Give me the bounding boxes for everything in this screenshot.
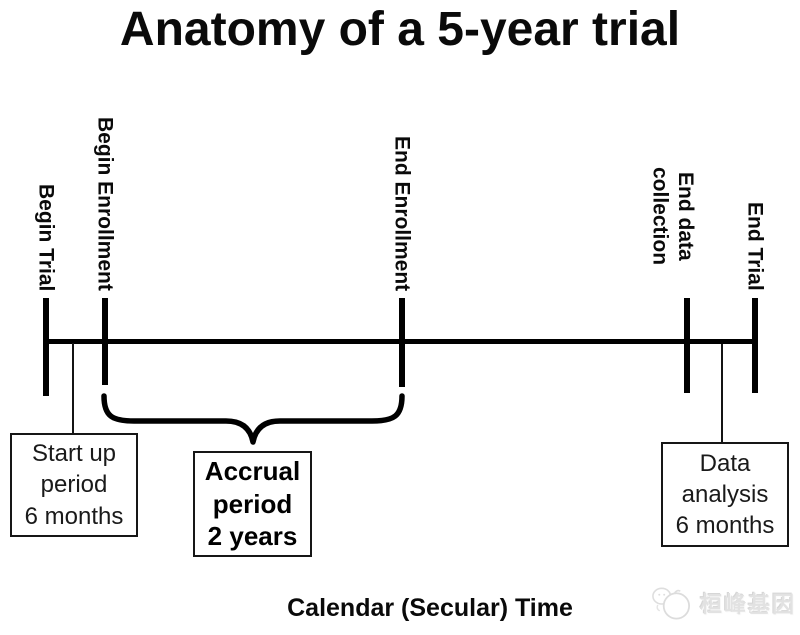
watermark: 桓峰基因 xyxy=(650,580,796,626)
startup-period-box: Start up period 6 months xyxy=(10,433,138,537)
data-analysis-box: Data analysis 6 months xyxy=(661,442,789,547)
milestone-label-end-enrollment: End Enrollment xyxy=(390,135,414,291)
milestone-label-end-trial: End Trial xyxy=(743,202,767,291)
data-analysis-line: analysis xyxy=(681,480,769,508)
watermark-text: 桓峰基因 xyxy=(699,592,796,617)
leader-line-startup xyxy=(72,343,74,433)
tick-begin-enrollment xyxy=(102,298,108,385)
accrual-period-box: Accrual period 2 years xyxy=(193,451,312,557)
data-analysis-line: Data xyxy=(699,449,751,477)
startup-period-line: Start up xyxy=(31,440,117,468)
leader-line-data-analysis xyxy=(721,344,723,442)
milestone-label-begin-trial: Begin Trial xyxy=(34,183,58,291)
accrual-period-line: 2 years xyxy=(207,521,298,552)
tick-end-enrollment xyxy=(399,298,405,387)
page-title: Anatomy of a 5-year trial xyxy=(119,3,681,56)
tick-begin-trial xyxy=(43,298,49,396)
startup-period-line: 6 months xyxy=(24,502,124,530)
tick-end-trial xyxy=(752,298,758,393)
accrual-period-line: Accrual xyxy=(204,456,301,487)
data-analysis-line: 6 months xyxy=(675,512,775,540)
accrual-period-line: period xyxy=(212,488,293,519)
tick-end-data-collection xyxy=(684,298,690,393)
milestone-label-end-data-collection: End data collection xyxy=(648,166,698,266)
startup-period-line: period xyxy=(40,471,108,499)
milestone-label-begin-enrollment: Begin Enrollment xyxy=(93,117,117,291)
axis-caption: Calendar (Secular) Time xyxy=(287,594,573,622)
accrual-brace-icon xyxy=(101,393,405,445)
watermark-logo-icon xyxy=(652,587,690,620)
